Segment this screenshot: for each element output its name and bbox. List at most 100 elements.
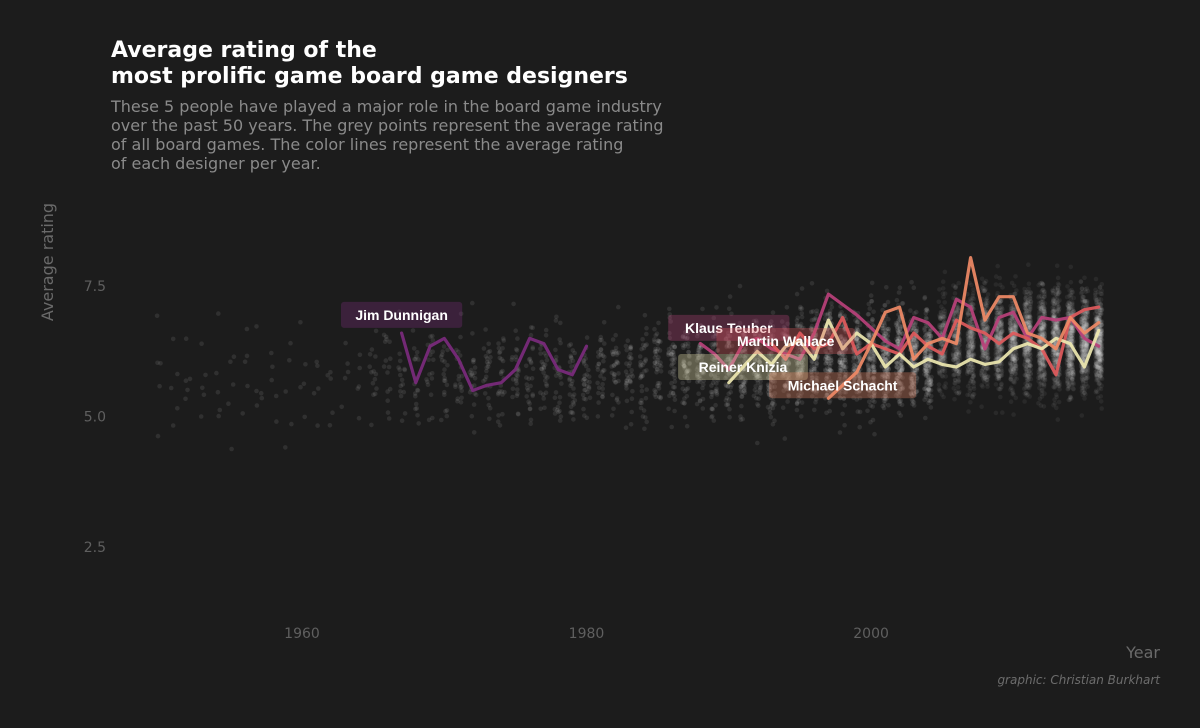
background-point [639, 384, 645, 389]
background-point [965, 392, 970, 398]
background-point [583, 356, 588, 361]
background-point [170, 423, 176, 428]
background-point [1013, 395, 1019, 401]
background-point [175, 406, 180, 411]
background-point [497, 350, 502, 356]
background-point [414, 350, 420, 355]
background-point [868, 332, 873, 337]
background-point [1027, 295, 1033, 301]
background-point [302, 414, 308, 420]
background-point [557, 372, 563, 377]
background-point [416, 421, 422, 426]
background-point [541, 396, 546, 401]
background-point [782, 367, 788, 373]
background-point [601, 376, 607, 382]
background-point [785, 373, 791, 379]
background-point [669, 380, 674, 386]
background-point [797, 369, 802, 374]
background-point [897, 370, 903, 376]
background-point [1024, 378, 1030, 383]
background-point [627, 378, 633, 384]
background-point [813, 400, 818, 405]
background-point [895, 324, 900, 330]
background-point [939, 304, 944, 310]
background-point [828, 347, 834, 353]
background-point [638, 364, 643, 369]
background-point [484, 368, 489, 374]
background-point [799, 314, 805, 320]
background-point [829, 357, 834, 363]
background-point [826, 370, 832, 375]
background-point [867, 334, 872, 340]
background-point [598, 347, 604, 352]
background-point [385, 398, 391, 404]
background-point [158, 361, 163, 366]
background-point [756, 396, 761, 402]
background-point [1024, 302, 1029, 308]
background-point [968, 319, 973, 325]
background-point [630, 388, 635, 394]
background-point [856, 375, 861, 380]
background-point [509, 357, 515, 363]
background-point [865, 362, 871, 368]
chart-title-line-1: Average rating of the [111, 38, 377, 63]
background-point [496, 341, 501, 346]
background-point [780, 374, 785, 379]
background-point [609, 413, 615, 418]
background-point [513, 354, 519, 360]
background-point [871, 364, 877, 369]
background-point [680, 342, 686, 348]
background-point [824, 288, 830, 294]
background-point [1037, 330, 1043, 335]
background-point [895, 327, 900, 332]
background-point [553, 318, 559, 323]
background-point [756, 374, 762, 379]
background-point [671, 368, 677, 374]
background-point [557, 395, 563, 400]
background-point [1026, 316, 1031, 321]
background-point [737, 361, 742, 367]
background-point [757, 388, 762, 393]
background-point [710, 334, 716, 340]
background-point [1009, 316, 1015, 321]
background-point [430, 333, 435, 339]
background-point [870, 417, 876, 423]
background-point [783, 334, 789, 340]
background-point [484, 359, 490, 365]
background-point [882, 384, 887, 390]
background-point [840, 336, 845, 342]
background-point [708, 389, 714, 395]
background-point [883, 331, 889, 337]
background-point [543, 390, 549, 396]
background-point [867, 352, 872, 357]
background-point [1027, 382, 1033, 387]
background-point [553, 390, 559, 395]
background-point [780, 331, 785, 336]
background-point [867, 368, 872, 373]
background-point [837, 373, 843, 379]
background-point [570, 358, 576, 364]
background-point [672, 344, 677, 350]
background-point [687, 361, 692, 367]
background-point [827, 400, 832, 405]
background-point [794, 322, 800, 327]
background-point [415, 387, 420, 393]
background-point [611, 406, 616, 412]
background-point [829, 384, 834, 390]
background-point [809, 368, 814, 373]
background-point [315, 423, 320, 428]
background-point [870, 363, 876, 368]
background-point [472, 365, 478, 370]
background-point [938, 322, 944, 328]
background-point [809, 281, 815, 286]
background-point [712, 374, 718, 379]
background-point [781, 370, 786, 376]
background-point [413, 406, 418, 412]
background-point [442, 359, 447, 364]
background-point [670, 361, 675, 367]
background-point [841, 364, 847, 370]
background-point [697, 398, 703, 403]
background-point [458, 334, 463, 340]
background-point [995, 290, 1000, 296]
background-point [283, 389, 289, 394]
